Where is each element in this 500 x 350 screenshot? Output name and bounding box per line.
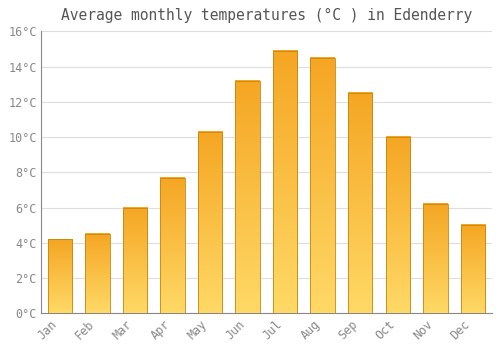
Bar <box>48 239 72 313</box>
Bar <box>198 132 222 313</box>
Bar <box>85 234 110 313</box>
Bar <box>122 208 147 313</box>
Bar <box>160 177 184 313</box>
Bar <box>386 137 410 313</box>
Bar <box>310 58 335 313</box>
Title: Average monthly temperatures (°C ) in Edenderry: Average monthly temperatures (°C ) in Ed… <box>60 8 472 23</box>
Bar <box>423 204 448 313</box>
Bar <box>348 93 372 313</box>
Bar <box>460 225 485 313</box>
Bar <box>273 51 297 313</box>
Bar <box>236 81 260 313</box>
